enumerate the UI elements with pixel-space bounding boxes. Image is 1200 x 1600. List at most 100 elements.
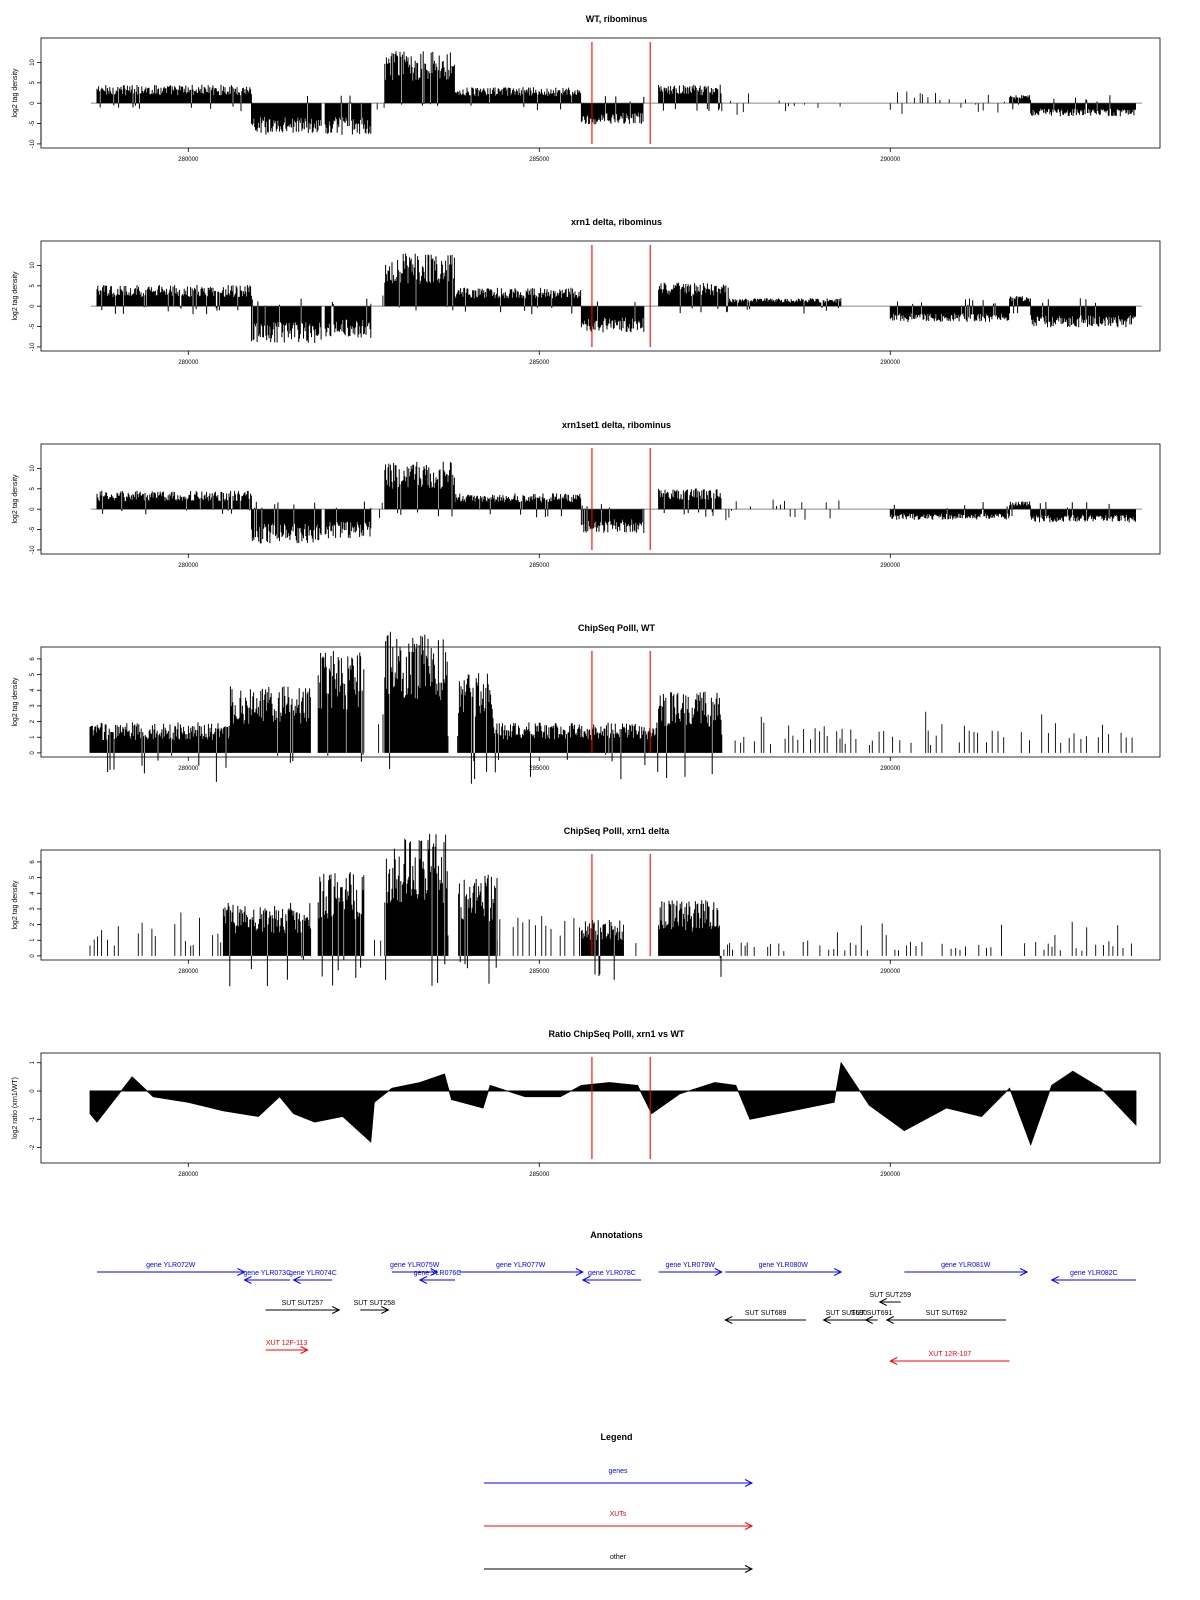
segment-4 — [370, 103, 385, 110]
arrow-head — [1019, 1268, 1029, 1276]
segment-bars — [889, 502, 1010, 520]
segment-bars — [96, 285, 252, 315]
y-axis-label: log2 tag density — [12, 880, 19, 930]
segment-bars — [374, 939, 382, 956]
segment-11 — [1009, 296, 1031, 314]
arrow-head — [744, 1565, 754, 1573]
segment-10 — [889, 91, 1005, 114]
segment-8 — [496, 916, 580, 956]
legend-other-arrow: other — [484, 1554, 754, 1573]
x-tick-label: 280000 — [178, 766, 199, 772]
segment-bars — [889, 298, 1010, 322]
annotation-label: SUT SUT689 — [745, 1310, 787, 1317]
y-tick-label: 5 — [30, 486, 36, 490]
y-tick-label: -10 — [30, 545, 36, 554]
arrow-head — [822, 1316, 831, 1324]
annotation-label: XUT 12R-107 — [929, 1351, 972, 1358]
y-axis-label: log2 tag density — [12, 271, 19, 321]
arrow-head — [889, 1357, 898, 1365]
segment-4 — [374, 939, 382, 956]
arrow-head — [418, 1276, 428, 1284]
panel-title: xrn1set1 delta, ribominus — [562, 420, 671, 430]
segment-6 — [454, 87, 582, 111]
segment-bars — [229, 686, 311, 763]
annotation-gene-arrow: gene YLR079W — [658, 1262, 723, 1276]
y-axis-label: log2 tag density — [12, 68, 19, 118]
arrow-head — [300, 1346, 309, 1354]
segment-1 — [96, 490, 252, 515]
segment-bars — [96, 490, 252, 515]
arrow-head — [744, 1522, 754, 1530]
track-marks — [89, 631, 1133, 784]
plot-frame — [40, 1052, 1161, 1164]
panel-title: WT, ribominus — [586, 14, 648, 24]
annotation-label: gene YLR073C — [243, 1270, 291, 1277]
x-tick-label: 285000 — [529, 563, 550, 569]
y-tick-label: 5 — [30, 283, 36, 287]
track-panel-1: WT, ribominus 280000 285000 290000 -10 -5 0 5 10… — [12, 14, 1161, 163]
segment-2 — [251, 501, 322, 544]
y-axis: -10 -5 0 5 10 log2 tag density — [12, 58, 42, 148]
segment-2 — [251, 298, 322, 343]
segment-bars — [324, 298, 372, 338]
segment-6 — [454, 493, 582, 518]
segment-bars — [370, 295, 384, 307]
x-tick-label: 290000 — [880, 969, 901, 975]
segment-bars — [458, 874, 498, 984]
segment-bars — [580, 920, 624, 980]
arrow-head — [237, 1268, 246, 1276]
annotation-gene-arrow: gene YLR077W — [458, 1262, 584, 1276]
x-tick-label: 290000 — [880, 157, 901, 163]
annotation-label: gene YLR078C — [588, 1270, 636, 1277]
y-tick-label: 3 — [30, 704, 36, 708]
annotation-other-arrow: SUT SUT690 — [822, 1310, 870, 1324]
y-tick-label: 0 — [30, 507, 36, 511]
segment-1 — [89, 912, 222, 956]
segment-bars — [1030, 298, 1136, 328]
annotation-other-arrow: SUT SUT257 — [265, 1300, 341, 1314]
y-axis: -2 -1 0 1 log2 ratio (xrn1/WT) — [12, 1060, 42, 1150]
segment-bars — [458, 673, 494, 784]
annotation-gene-arrow: gene YLR081W — [904, 1262, 1029, 1276]
x-tick-label: 290000 — [880, 766, 901, 772]
y-tick-label: 0 — [30, 101, 36, 105]
annotation-gene-arrow: gene YLR074C — [289, 1270, 337, 1284]
arrow-head — [381, 1306, 390, 1314]
segment-bars — [378, 714, 384, 753]
segment-6 — [447, 736, 459, 753]
segment-5 — [384, 833, 448, 986]
segment-9 — [721, 93, 841, 115]
annotation-other-arrow: SUT SUT691 — [851, 1310, 893, 1324]
segment-4 — [378, 714, 384, 753]
y-axis: -10 -5 0 5 10 log2 tag density — [12, 261, 42, 351]
segment-bars — [317, 872, 365, 986]
x-axis: 280000 285000 290000 — [178, 757, 901, 772]
segment-3 — [324, 298, 372, 338]
segment-bars — [580, 96, 645, 125]
y-tick-label: 4 — [30, 688, 36, 692]
segment-2 — [222, 903, 312, 987]
track-panel-2: xrn1 delta, ribominus 280000 285000 290000 -… — [12, 217, 1161, 366]
y-tick-label: 5 — [30, 672, 36, 676]
legend-genes-arrow: genes — [484, 1468, 754, 1487]
segment-9 — [658, 691, 722, 778]
track-panel-4: ChipSeq PolII, WT 280000 285000 290000 0 1 2 3 4… — [12, 623, 1161, 784]
segment-bars — [89, 722, 231, 782]
annotation-label: SUT SUT258 — [354, 1300, 396, 1307]
y-tick-label: 10 — [30, 464, 36, 471]
annotation-label: SUT SUT692 — [926, 1310, 968, 1317]
arrow-head — [243, 1276, 252, 1284]
segment-bars — [324, 95, 372, 135]
segment-10 — [889, 298, 1010, 322]
x-tick-label: 280000 — [178, 563, 199, 569]
y-axis: 0 1 2 3 4 5 6 log2 tag density — [12, 860, 42, 958]
segment-bars — [454, 287, 582, 315]
x-tick-label: 285000 — [529, 1172, 550, 1178]
annotation-gene-arrow: gene YLR078C — [581, 1270, 642, 1284]
segment-bars — [1009, 501, 1031, 516]
arrow-head — [292, 1276, 301, 1284]
segment-bars — [580, 504, 645, 533]
segment-bars — [658, 900, 722, 977]
